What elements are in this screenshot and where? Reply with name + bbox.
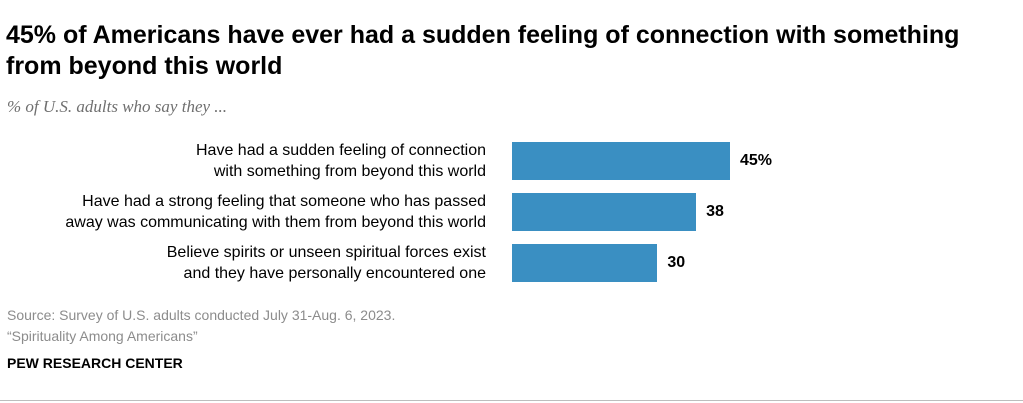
- category-label-line: Have had a sudden feeling of connection: [196, 142, 486, 159]
- value-label: 38: [706, 203, 724, 220]
- bottom-divider: [0, 400, 1023, 401]
- bar: [512, 244, 658, 282]
- source-line-2: “Spirituality Among Americans”: [7, 328, 198, 344]
- bar: [512, 193, 697, 231]
- chart-subtitle: % of U.S. adults who say they ...: [7, 97, 228, 116]
- category-label-line: Have had a strong feeling that someone w…: [82, 193, 486, 210]
- bar-chart: Have had a sudden feeling of connection w…: [0, 130, 1023, 290]
- category-label-line: away was communicating with them from be…: [65, 214, 486, 231]
- brand-logo-text: PEW RESEARCH CENTER: [7, 355, 183, 371]
- bar: [512, 142, 730, 180]
- chart-title: 45% of Americans have ever had a sudden …: [6, 21, 960, 80]
- category-label: Have had a sudden feeling of connection w…: [0, 140, 486, 182]
- category-label-line: Believe spirits or unseen spiritual forc…: [166, 244, 486, 261]
- category-label: Believe spirits or unseen spiritual forc…: [0, 242, 486, 284]
- source-line-1: Source: Survey of U.S. adults conducted …: [7, 307, 396, 323]
- category-label-line: with something from beyond this world: [213, 163, 486, 180]
- value-label: 45%: [740, 152, 773, 169]
- category-label-line: and they have personally encountered one: [183, 265, 486, 282]
- value-label: 30: [667, 254, 686, 271]
- source-note: Source: Survey of U.S. adults conducted …: [7, 305, 395, 347]
- category-label: Have had a strong feeling that someone w…: [0, 191, 486, 233]
